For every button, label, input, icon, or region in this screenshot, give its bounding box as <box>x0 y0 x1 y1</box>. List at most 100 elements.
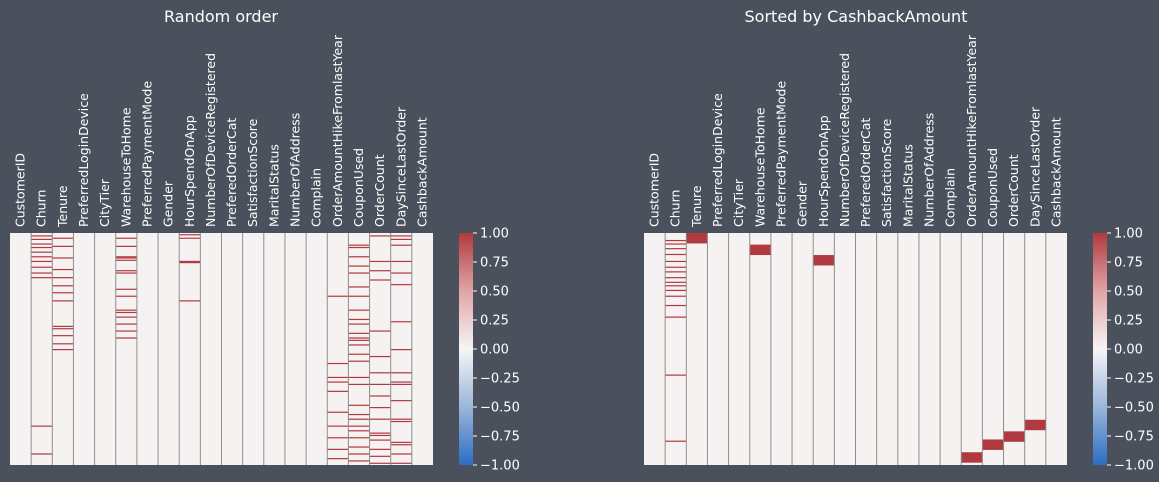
missing-mark <box>686 233 708 244</box>
missing-mark <box>348 446 370 448</box>
missing-mark <box>369 432 391 434</box>
column-label: Gender <box>795 180 810 227</box>
column-label: Churn <box>34 190 49 227</box>
column-label: PreferredLoginDevice <box>76 93 91 227</box>
colorbar-tick-label: −1.00 <box>480 459 520 474</box>
panel-1: Sorted by CashbackAmount CustomerID Churn T… <box>644 7 1154 474</box>
missing-mark <box>327 362 349 365</box>
missing-mark <box>348 323 370 325</box>
missing-mark <box>665 304 687 307</box>
column-label: SatisfactionScore <box>245 118 260 227</box>
missing-mark <box>348 265 370 267</box>
missing-mark <box>390 349 412 351</box>
missing-mark <box>52 268 74 271</box>
missing-mark <box>665 253 687 256</box>
missing-mark <box>115 259 137 261</box>
missing-mark <box>348 437 370 439</box>
column-label: CashbackAmount <box>1048 117 1063 227</box>
missing-mark <box>52 285 74 287</box>
column-label: OrderCount <box>1006 154 1021 227</box>
missing-mark <box>369 418 391 420</box>
missing-mark <box>390 462 412 464</box>
colorbar-tick-label: 1.00 <box>480 227 509 242</box>
missing-mark <box>390 381 412 383</box>
missing-mark <box>115 245 137 247</box>
colorbar-tick-label: 0.50 <box>480 285 509 300</box>
missing-mark <box>31 246 53 249</box>
missing-mark <box>327 376 349 379</box>
missing-mark <box>749 244 771 256</box>
missing-mark <box>369 383 391 385</box>
missing-mark <box>390 420 412 423</box>
missing-mark <box>665 271 687 273</box>
missing-mark <box>52 245 74 247</box>
missing-mark <box>369 434 391 437</box>
missing-mark <box>348 244 370 246</box>
missing-mark <box>665 243 687 245</box>
missing-mark <box>369 407 391 409</box>
missing-mark <box>31 425 53 427</box>
column-label: DaySinceLastOrder <box>1027 106 1042 227</box>
missing-mark <box>31 260 53 263</box>
column-label: Tenure <box>55 185 70 228</box>
missing-mark <box>179 300 201 302</box>
missing-mark <box>52 343 74 345</box>
missing-mark <box>31 235 53 237</box>
missing-mark <box>115 311 137 314</box>
missing-mark <box>665 281 687 283</box>
missing-mark <box>115 316 137 318</box>
missing-mark <box>327 411 349 413</box>
missing-mark <box>179 260 201 263</box>
missing-mark <box>348 272 370 274</box>
missing-mark <box>115 337 137 339</box>
missing-mark <box>348 339 370 341</box>
colorbar-tick-label: 0.75 <box>480 256 509 271</box>
missing-mark <box>52 328 74 330</box>
column-label: PreferredLoginDevice <box>710 93 725 227</box>
missing-mark <box>1024 419 1046 431</box>
column-label: PreferedOrderCat <box>858 118 873 227</box>
missing-mark <box>665 289 687 292</box>
missing-mark <box>31 238 53 240</box>
missing-mark <box>348 337 370 339</box>
missing-mark <box>348 404 370 406</box>
missing-mark <box>115 309 137 311</box>
missing-mark <box>348 360 370 362</box>
colorbar-tick-label: 0.25 <box>480 314 509 329</box>
missing-mark <box>665 316 687 318</box>
missing-mark <box>348 286 370 288</box>
colorbar-tick-label: 0.00 <box>480 343 509 358</box>
column-label: NumberOfAddress <box>922 113 937 227</box>
missing-mark <box>52 292 74 294</box>
missing-mark <box>961 452 983 463</box>
missing-mark <box>327 390 349 392</box>
missing-mark <box>369 355 391 358</box>
column-label: DaySinceLastOrder <box>393 106 408 227</box>
missing-mark <box>52 257 74 259</box>
column-label: Gender <box>161 180 176 227</box>
missing-mark <box>390 444 412 446</box>
missing-mark <box>348 453 370 455</box>
missing-mark <box>115 295 137 297</box>
missing-mark <box>369 260 391 263</box>
missing-mark <box>115 330 137 332</box>
colorbar <box>1093 233 1107 465</box>
missing-mark <box>31 243 53 245</box>
missing-mark <box>369 235 391 237</box>
column-label: OrderCount <box>372 154 387 227</box>
missing-mark <box>369 395 391 397</box>
column-label: CashbackAmount <box>414 117 429 227</box>
missing-mark <box>115 323 137 325</box>
column-label: MaritalStatus <box>900 144 915 227</box>
missing-mark <box>369 455 391 457</box>
missing-mark <box>327 295 349 297</box>
column-label: CouponUsed <box>985 148 1000 227</box>
missing-mark <box>665 239 687 242</box>
missing-mark <box>52 237 74 239</box>
missing-mark <box>179 262 201 264</box>
column-label: Tenure <box>689 185 704 228</box>
missing-mark <box>665 295 687 297</box>
missing-mark <box>31 266 53 268</box>
missing-mark <box>348 413 370 416</box>
column-label: CouponUsed <box>351 148 366 227</box>
